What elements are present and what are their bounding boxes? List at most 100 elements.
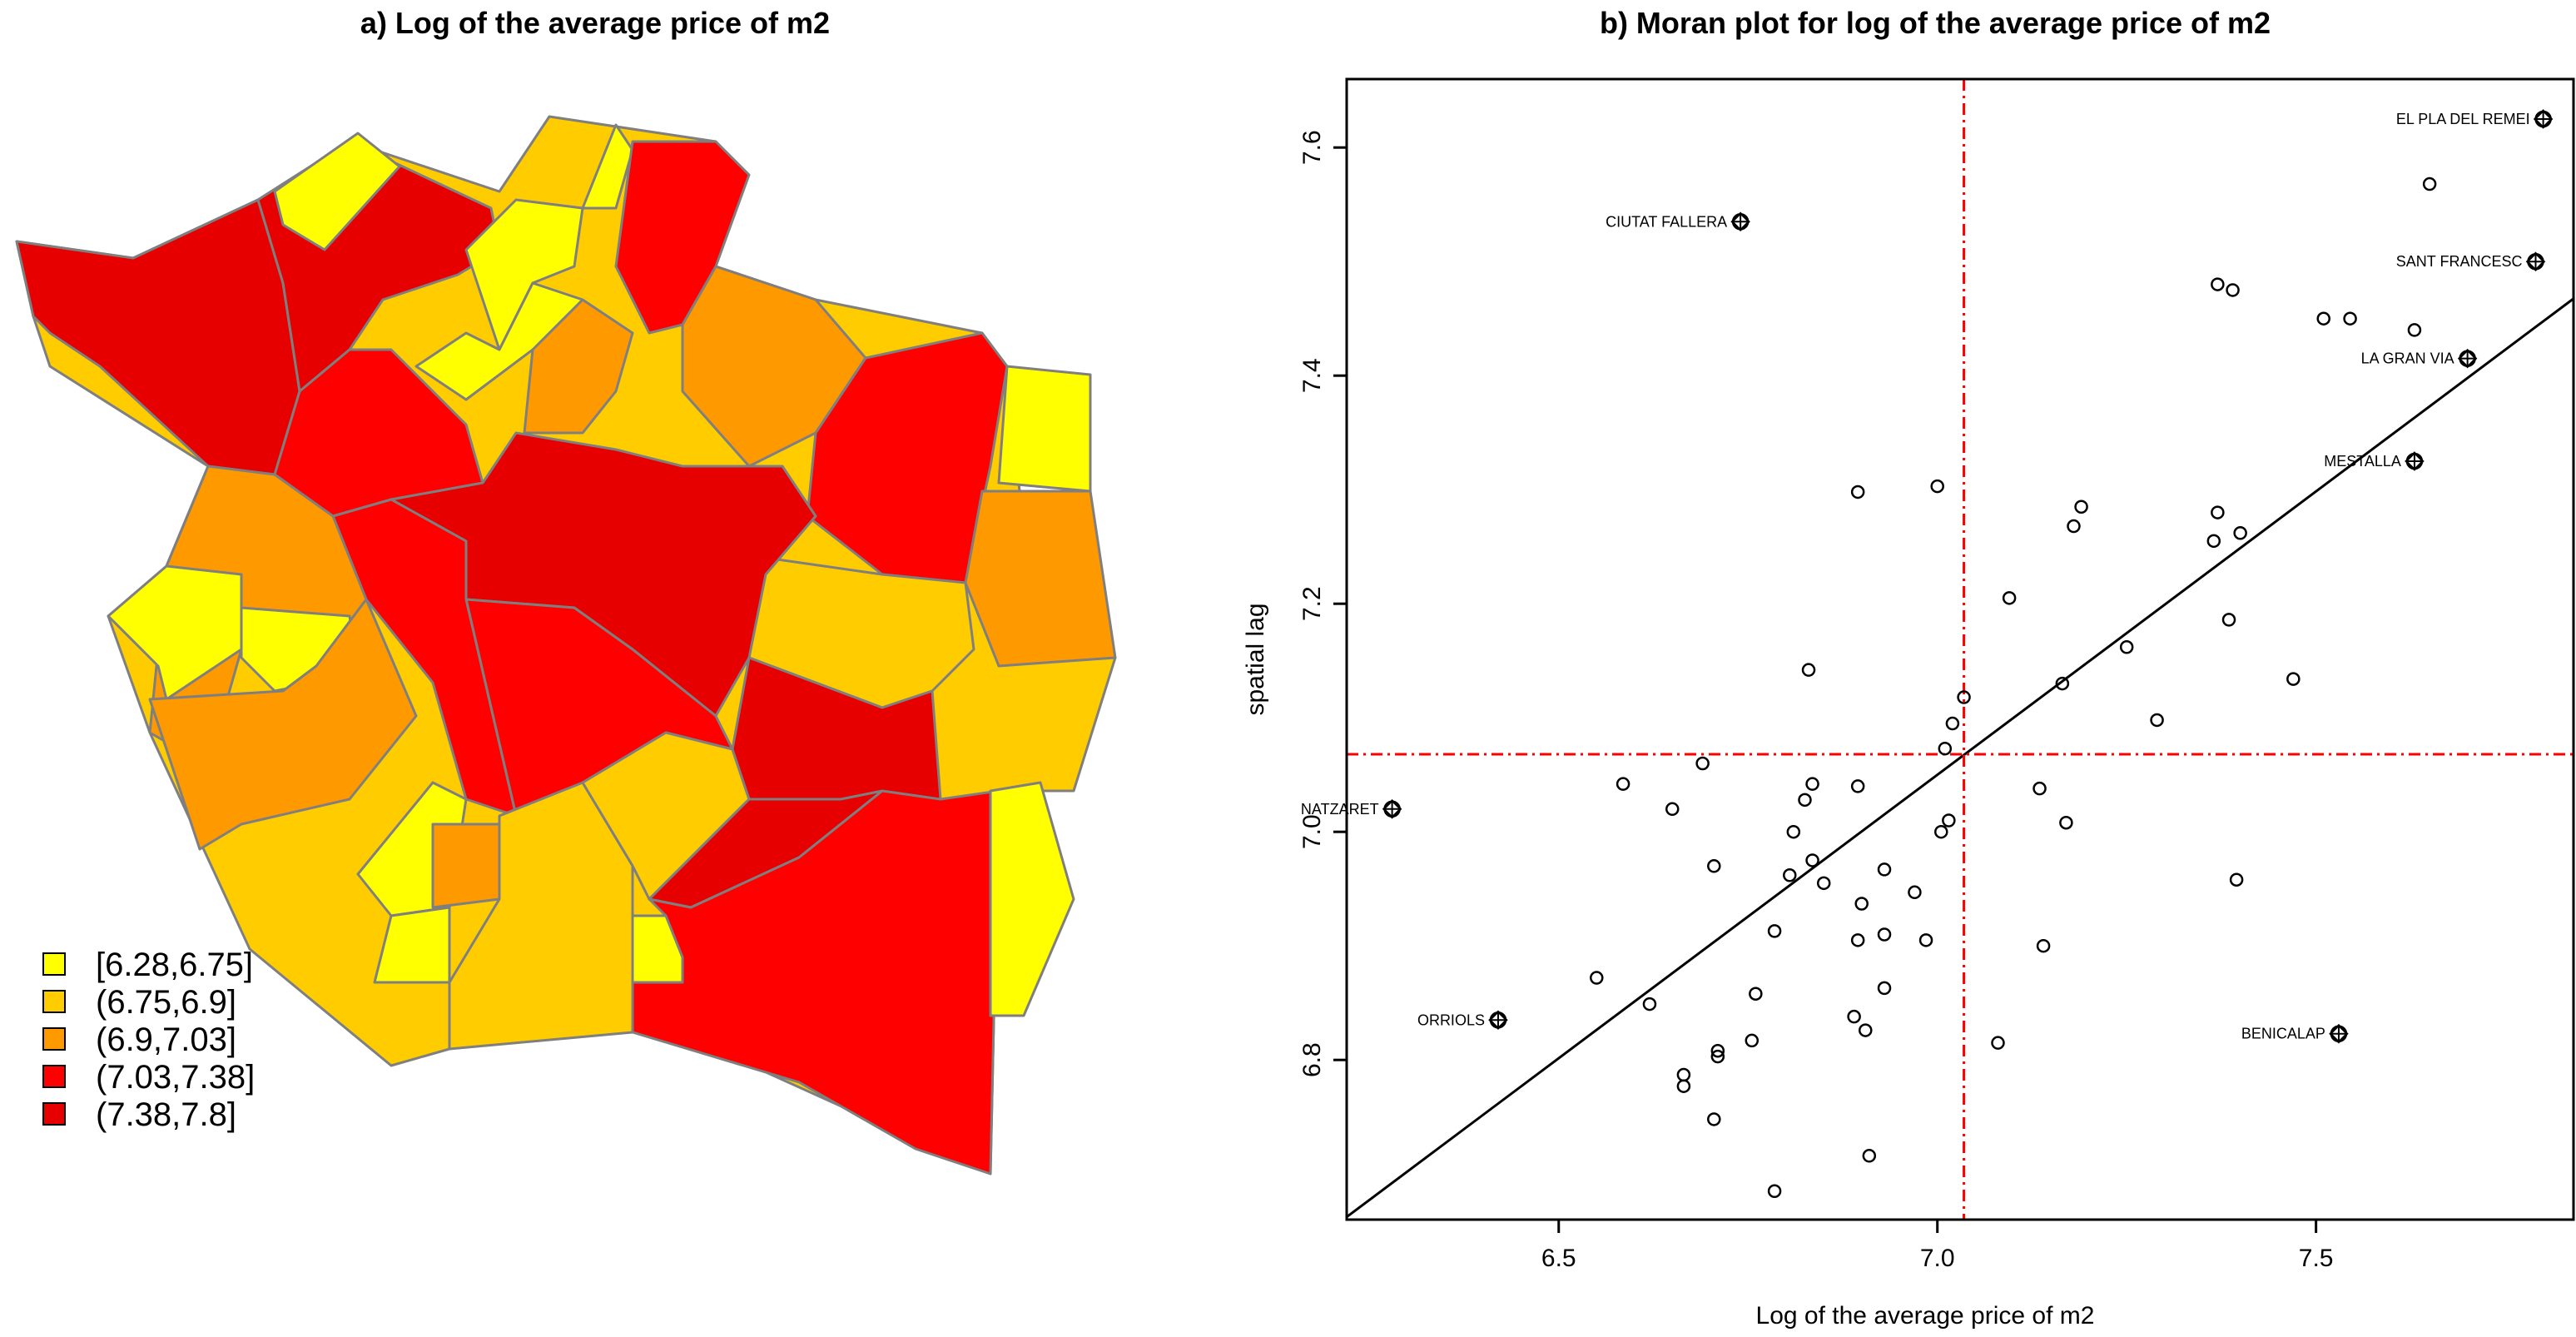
data-point [1942,813,1956,828]
y-tick-label: 6.8 [1298,1042,1326,1077]
data-point [1665,802,1680,817]
map-region [148,598,418,851]
data-point [1749,987,1763,1001]
data-point [1798,793,1812,808]
legend-label: (6.9,7.03] [96,1021,236,1058]
data-point [1854,897,1869,911]
x-tick-label: 7.0 [1920,1245,1955,1272]
data-point [1707,859,1721,873]
data-point [1695,756,1710,771]
data-point [1816,876,1831,891]
data-point [2002,591,2017,605]
data-point [1676,1067,1691,1082]
map-region [581,123,634,210]
data-point [1862,1149,1877,1163]
data-point [1930,479,1944,494]
data-point [2067,519,2081,534]
y-tick-label: 7.4 [1298,358,1326,393]
data-point [1847,1009,1861,1024]
data-point [2343,311,2357,326]
data-point [2074,500,2088,514]
data-point [1710,1049,1725,1064]
data-point [2206,534,2221,549]
data-point [1850,933,1865,947]
map-region [997,365,1092,493]
data-point [1934,824,1948,839]
data-point [2119,640,2134,654]
data-point [1938,741,1953,756]
data-point [1616,777,1630,791]
data-point [1850,779,1865,793]
data-point [1801,663,1816,677]
legend-swatch [42,1065,66,1088]
point-label: NATZARET [1301,801,1379,818]
plot-frame [1345,77,2575,1221]
point-label: CIUTAT FALLERA [1606,213,1727,230]
data-point [2055,676,2070,691]
data-point [2233,526,2247,540]
legend-swatch [42,990,66,1013]
legend-label: (7.03,7.38] [96,1059,255,1096]
data-point [1710,1043,1725,1058]
data-point [1767,1184,1782,1198]
data-point [2221,613,2236,627]
y-tick-label: 7.0 [1298,814,1326,849]
legend-swatch [42,1102,66,1126]
map-region [964,490,1117,668]
data-point [1805,853,1819,867]
legend-label: (7.38,7.8] [96,1096,236,1133]
data-point [1783,868,1797,882]
legend-swatch [42,1027,66,1051]
moran-plot: 6.5 7.0 7.5 6.8 7.0 7.2 7.4 7.6 EL PLA DEL REMEI… [1298,79,2574,1272]
choropleth-map [15,115,1117,1175]
map-region [631,914,684,984]
point-label: LA GRAN VIA [2361,350,2454,367]
map-region [806,331,1009,584]
map-region [273,132,401,251]
data-point [1767,924,1782,938]
x-tick-label: 6.5 [1541,1245,1576,1272]
regression-line [1346,297,2574,1218]
data-point [2407,323,2422,337]
data-point [1991,1036,2005,1050]
y-tick-label: 7.2 [1298,586,1326,621]
data-point [2229,872,2244,887]
chart-title: b) Moran plot for log of the average pri… [1600,6,2271,40]
x-tick-label: 7.5 [2299,1245,2334,1272]
data-point [1945,716,1960,731]
data-point [1805,777,1819,791]
data-point [1918,933,1933,947]
data-point [1676,1079,1691,1093]
data-point [1707,1112,1721,1126]
data-point [2211,277,2225,291]
map-region [989,781,1075,1017]
map-region [431,823,501,909]
data-point [2226,283,2240,297]
data-point [2422,176,2437,191]
map-region [523,298,634,435]
data-point [1786,824,1801,839]
y-axis-label: spatial lag [1242,603,1269,715]
data-point [2036,938,2051,953]
data-point [2316,311,2330,326]
data-point [2211,505,2225,519]
point-label: MESTALLA [2324,453,2401,470]
point-label: EL PLA DEL REMEI [2396,111,2530,127]
data-point [1908,885,1922,900]
data-point [2033,781,2047,796]
map-region [681,265,867,468]
data-point [2059,815,2073,830]
data-point [1877,981,1892,996]
legend-swatch [42,952,66,976]
map-title: a) Log of the average price of m2 [360,6,830,40]
data-point [1745,1033,1760,1048]
data-point [1642,997,1657,1011]
point-label: BENICALAP [2241,1026,2325,1042]
map-legend: [6.28,6.75] (6.75,6.9] (6.9,7.03] (7.03,… [42,947,255,1133]
data-point [1590,971,1604,985]
point-label: ORRIOLS [1417,1011,1485,1028]
data-point [1877,862,1892,877]
legend-label: (6.75,6.9] [96,984,236,1021]
data-point [1957,690,1971,704]
